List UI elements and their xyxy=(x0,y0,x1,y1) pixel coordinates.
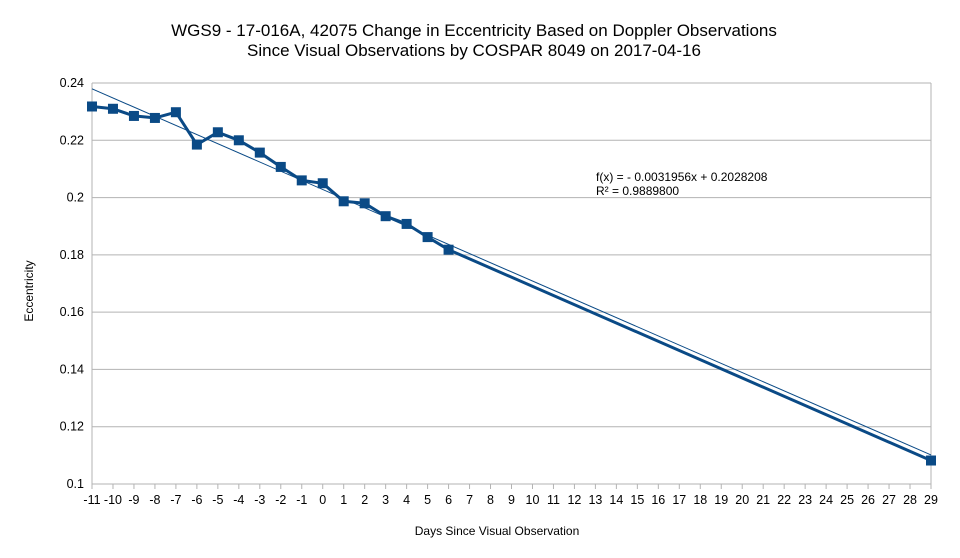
data-point xyxy=(338,196,349,207)
data-point xyxy=(422,232,433,243)
x-tick-label: -7 xyxy=(170,493,181,507)
data-point xyxy=(926,455,936,466)
x-tick-label: 12 xyxy=(567,493,581,507)
data-point xyxy=(317,178,328,189)
data-point xyxy=(254,147,265,158)
data-point xyxy=(359,198,370,209)
x-tick-label: -8 xyxy=(149,493,160,507)
x-tick-label: 2 xyxy=(361,493,368,507)
x-tick-label: -2 xyxy=(275,493,286,507)
x-tick-label: 19 xyxy=(714,493,728,507)
data-point xyxy=(275,161,286,172)
x-tick-label: 1 xyxy=(340,493,347,507)
y-tick-label: 0.18 xyxy=(60,248,84,262)
trendline-group xyxy=(91,88,932,456)
x-tick-label: 5 xyxy=(424,493,431,507)
x-tick-label: 8 xyxy=(487,493,494,507)
x-tick-label: 14 xyxy=(609,493,623,507)
series-line xyxy=(91,105,932,462)
y-tick-label: 0.2 xyxy=(67,191,84,205)
data-point xyxy=(401,218,412,229)
x-tick-label: 23 xyxy=(798,493,812,507)
y-tick-label: 0.16 xyxy=(60,305,84,319)
x-tick-label: 17 xyxy=(672,493,686,507)
x-tick-label: -11 xyxy=(83,493,100,507)
x-tick-labels: -11 -10 -9 -8 -7 -6 -5 -4 -3 -2 -1 0 1 2 3 4 5 6 7 8 9 10 11 12… xyxy=(83,493,938,507)
data-point xyxy=(233,135,244,146)
x-tick-label: 27 xyxy=(882,493,896,507)
x-tick-label: -5 xyxy=(212,493,223,507)
data-point xyxy=(380,211,391,222)
x-tick-label: 15 xyxy=(630,493,644,507)
x-tick-label: 28 xyxy=(903,493,917,507)
data-point xyxy=(107,103,118,114)
chart-title: WGS9 - 17-016A, 42075 Change in Eccentri… xyxy=(171,21,777,40)
x-tick-label: -4 xyxy=(233,493,244,507)
x-tick-label: 16 xyxy=(651,493,665,507)
x-tick-label: 4 xyxy=(403,493,410,507)
trendline-equation: f(x) = - 0.0031956x + 0.2028208 xyxy=(596,170,768,184)
y-tick-label: 0.12 xyxy=(60,420,84,434)
x-tick-label: -1 xyxy=(296,493,307,507)
x-tick-label: -6 xyxy=(191,493,202,507)
y-tick-labels: 0.1 0.12 0.14 0.16 0.18 0.2 0.22 0.24 xyxy=(60,76,84,491)
x-tick-label: 29 xyxy=(924,493,938,507)
x-tick-label: 11 xyxy=(547,493,560,507)
data-point xyxy=(128,110,139,121)
data-point xyxy=(87,101,97,112)
x-tick-label: 25 xyxy=(840,493,854,507)
x-tick-label: 7 xyxy=(466,493,473,507)
x-tick-label: 24 xyxy=(819,493,833,507)
data-point xyxy=(443,244,454,255)
x-tick-label: -9 xyxy=(128,493,139,507)
data-point xyxy=(212,127,223,138)
x-tick-label: 18 xyxy=(693,493,707,507)
x-tick-label: 13 xyxy=(588,493,602,507)
data-point xyxy=(149,112,160,123)
data-point xyxy=(191,139,202,150)
y-tick-label: 0.22 xyxy=(60,133,84,147)
x-axis-label: Days Since Visual Observation xyxy=(415,524,580,538)
x-tick-label: -3 xyxy=(254,493,265,507)
grid-lines xyxy=(92,82,931,485)
x-tick-label: 3 xyxy=(382,493,389,507)
y-tick-label: 0.14 xyxy=(60,362,84,376)
x-tick-label: 6 xyxy=(445,493,452,507)
x-tick-label: 22 xyxy=(777,493,791,507)
chart-subtitle: Since Visual Observations by COSPAR 8049… xyxy=(247,41,701,60)
axes xyxy=(91,83,932,489)
y-tick-label: 0.1 xyxy=(67,477,84,491)
data-point xyxy=(296,175,307,186)
x-tick-label: 10 xyxy=(526,493,540,507)
x-tick-label: 9 xyxy=(508,493,515,507)
trendline xyxy=(91,88,932,456)
x-tick-label: 0 xyxy=(319,493,326,507)
y-axis-label: Eccentricity xyxy=(22,260,36,321)
x-tick-label: 21 xyxy=(756,493,770,507)
data-point xyxy=(170,107,181,118)
series-group xyxy=(87,101,936,466)
y-tick-label: 0.24 xyxy=(60,76,84,90)
x-tick-label: -10 xyxy=(104,493,122,507)
x-tick-label: 26 xyxy=(861,493,875,507)
x-tick-label: 20 xyxy=(735,493,749,507)
trendline-r-squared: R² = 0.9889800 xyxy=(596,184,679,198)
